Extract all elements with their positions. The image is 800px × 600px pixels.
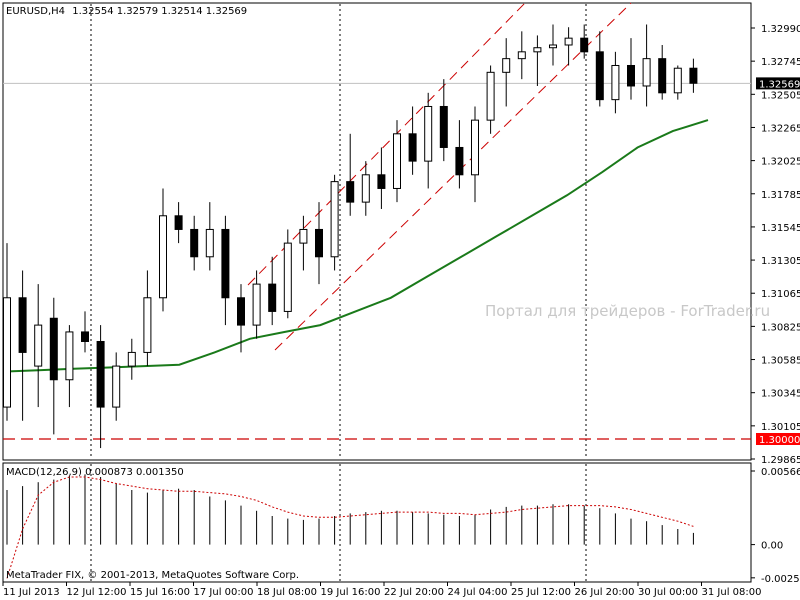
candles-layer — [3, 24, 698, 449]
time-tick-label: 24 Jul 04:00 — [448, 587, 508, 598]
candle — [81, 311, 89, 353]
price-tick-label: 1.30105 — [761, 422, 800, 433]
candle — [237, 284, 245, 353]
candle — [346, 133, 355, 216]
channel-lower-line[interactable] — [274, 2, 632, 351]
candle — [580, 24, 589, 59]
macd-tick-label: 0.005662 — [761, 467, 800, 478]
time-tick-label: 11 Jul 2013 — [3, 587, 60, 598]
time-tick-label: 25 Jul 12:00 — [511, 587, 571, 598]
candle — [393, 120, 401, 203]
time-axis: 11 Jul 2013 12 Jul 12:00 15 Jul 16:00 17 Ju… — [2, 582, 762, 598]
candle — [424, 92, 433, 189]
price-tick-label: 1.31545 — [761, 223, 800, 234]
price-tick-label: 1.32990 — [761, 24, 800, 35]
candle — [549, 24, 557, 66]
chart-title: EURUSD,H4 1.32554 1.32579 1.32514 1.3256… — [6, 6, 247, 17]
candle — [49, 297, 58, 435]
time-tick-label: 12 Jul 12:00 — [67, 587, 127, 598]
price-tick-label: 1.32505 — [761, 90, 800, 101]
support-price-tag: 1.30000 — [756, 433, 800, 446]
price-tick-label: 1.31785 — [761, 190, 800, 201]
candle — [611, 51, 620, 114]
candle — [3, 243, 11, 421]
price-tick-label: 1.31065 — [761, 289, 800, 300]
candle — [221, 215, 230, 326]
candle — [127, 338, 136, 380]
time-tick-label: 17 Jul 00:00 — [194, 587, 254, 598]
candle — [330, 174, 339, 271]
candle — [34, 284, 43, 408]
macd-signal-line — [6, 476, 694, 579]
time-tick-label: 31 Jul 08:00 — [702, 587, 762, 598]
candle — [18, 270, 27, 421]
candle — [595, 31, 604, 107]
candle — [502, 38, 511, 107]
candle — [361, 161, 370, 216]
candle — [486, 65, 495, 134]
price-tick-label: 1.29865 — [761, 455, 800, 466]
candle — [143, 270, 152, 367]
candle — [190, 215, 199, 271]
channel-upper-line[interactable] — [247, 2, 526, 286]
candle — [96, 325, 105, 449]
candle — [564, 27, 573, 66]
watermark-text: Портал для трейдеров - ForTrader.ru — [485, 302, 770, 320]
candle — [174, 202, 183, 244]
candle — [283, 229, 292, 319]
candle — [673, 65, 682, 100]
macd-tick-label: 0.00 — [761, 541, 783, 552]
macd-axis: 0.005662 0.00 -0.002556 — [751, 467, 800, 585]
time-tick-label: 30 Jul 00:00 — [638, 587, 698, 598]
candle — [533, 35, 542, 86]
time-tick-label: 15 Jul 16:00 — [130, 587, 190, 598]
ohlc-values: 1.32554 1.32579 1.32514 1.32569 — [72, 6, 247, 17]
svg-text:1.30000: 1.30000 — [759, 435, 800, 446]
symbol-label: EURUSD,H4 — [6, 6, 65, 17]
candle — [642, 24, 651, 107]
candle — [268, 256, 277, 326]
price-tick-label: 1.32745 — [761, 57, 800, 68]
copyright-text: MetaTrader FIX, © 2001-2013, MetaQuotes … — [6, 570, 299, 581]
macd-histogram — [6, 474, 694, 545]
candle — [408, 106, 417, 175]
candle — [112, 352, 121, 421]
price-tick-label: 1.30585 — [761, 356, 800, 367]
trend-channel[interactable] — [247, 2, 632, 351]
moving-average-line — [2, 119, 709, 373]
price-tick-label: 1.31305 — [761, 256, 800, 267]
candle — [159, 188, 167, 312]
candle — [517, 31, 526, 80]
candle — [315, 202, 323, 285]
period-separators — [90, 4, 587, 581]
candle — [627, 38, 635, 100]
candle — [455, 120, 464, 189]
price-tick-label: 1.30345 — [761, 389, 800, 400]
candle — [205, 202, 214, 271]
macd-panel-frame — [2, 462, 752, 583]
candle — [471, 106, 479, 203]
time-tick-label: 22 Jul 20:00 — [384, 587, 444, 598]
svg-text:1.32569: 1.32569 — [759, 79, 800, 90]
price-tick-label: 1.32265 — [761, 123, 800, 134]
time-tick-label: 18 Jul 08:00 — [257, 587, 317, 598]
price-tick-label: 1.30825 — [761, 322, 800, 333]
time-tick-label: 26 Jul 20:00 — [575, 587, 635, 598]
time-tick-label: 19 Jul 16:00 — [321, 587, 381, 598]
candle — [377, 147, 386, 209]
macd-title: MACD(12,26,9) 0.000873 0.001350 — [6, 467, 184, 478]
price-axis: 1.32990 1.32745 1.32505 1.32265 1.32025 1.317… — [751, 24, 800, 466]
candle — [658, 44, 667, 100]
candle — [299, 215, 308, 271]
current-price-tag: 1.32569 — [756, 77, 800, 90]
candle — [439, 79, 448, 162]
price-tick-label: 1.32025 — [761, 157, 800, 168]
candle — [689, 58, 698, 93]
candle — [65, 325, 74, 408]
macd-tick-label: -0.002556 — [761, 574, 800, 585]
candle — [252, 270, 261, 339]
main-chart-frame — [2, 2, 752, 461]
